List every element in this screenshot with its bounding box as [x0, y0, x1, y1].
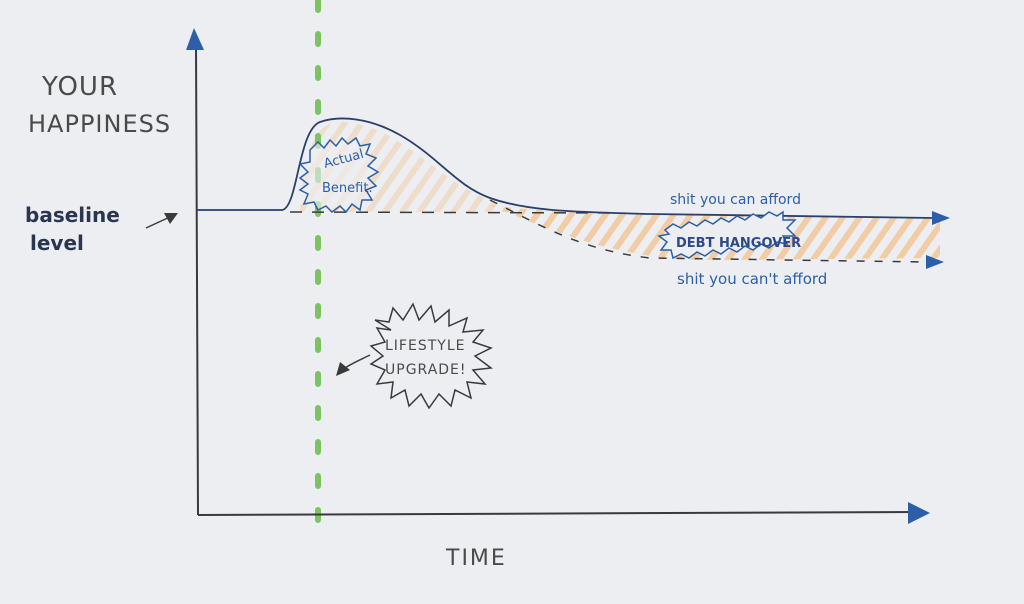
x-axis-label: TIME	[445, 546, 507, 571]
cant-afford-label: shit you can't afford	[677, 270, 827, 288]
y-axis-label-line2: HAPPINESS	[28, 110, 171, 138]
upgrade-label-line2: UPGRADE!	[385, 362, 467, 378]
y-axis-arrow-icon	[186, 28, 204, 50]
cant-afford-curve	[489, 199, 926, 263]
lifestyle-upgrade-starburst	[369, 302, 493, 410]
baseline-dashed	[289, 211, 621, 214]
afford-label: shit you can afford	[670, 192, 801, 208]
y-axis-label-line1: YOUR	[41, 72, 118, 102]
x-axis	[197, 511, 916, 516]
x-axis-arrow-icon	[908, 502, 930, 524]
actual-benefit-starburst	[298, 136, 380, 214]
lifestyle-arrowhead-icon	[336, 362, 350, 376]
upgrade-label-line1: LIFESTYLE	[385, 338, 465, 354]
cant-afford-arrow-icon	[926, 255, 944, 269]
debt-hangover-label: DEBT HANGOVER	[676, 236, 801, 251]
y-axis	[195, 44, 199, 516]
benefit-label-line2: Benefit.	[322, 181, 373, 196]
baseline-label-line2: level	[30, 231, 84, 255]
afford-curve	[196, 117, 936, 219]
afford-arrow-icon	[932, 211, 950, 225]
baseline-arrowhead-icon	[164, 213, 178, 224]
baseline-label-line1: baseline	[25, 203, 120, 227]
debt-hangover-starburst	[657, 210, 797, 260]
